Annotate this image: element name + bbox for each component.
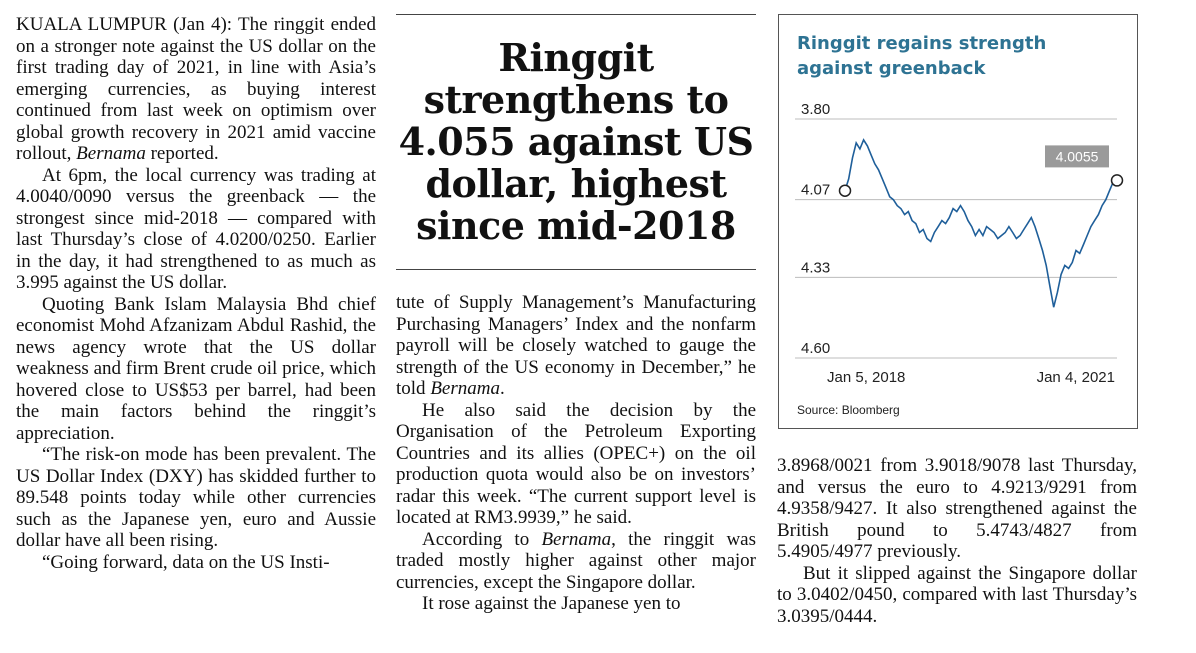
y-tick-label: 3.80 — [801, 101, 830, 118]
x-tick-label: Jan 5, 2018 — [827, 369, 905, 386]
end-point-marker — [1112, 175, 1123, 186]
y-tick-label: 4.33 — [801, 259, 830, 276]
article-column-left: KUALA LUMPUR (Jan 4): The ringgit ended … — [16, 14, 376, 573]
article-paragraph: Quoting Bank Islam Malaysia Bhd chief ec… — [16, 294, 376, 445]
headline-box: Ringgit strengthens to 4.055 against US … — [396, 14, 756, 270]
headline: Ringgit strengthens to 4.055 against US … — [396, 37, 756, 247]
article-paragraph: It rose against the Japanese yen to — [396, 593, 756, 615]
article-paragraph: He also said the decision by the Organis… — [396, 400, 756, 529]
article-paragraph: “Going forward, data on the US Insti- — [16, 552, 376, 574]
article-paragraph: “The risk-on mode has been prevalent. Th… — [16, 444, 376, 552]
line-chart: 3.80 4.07 4.33 4.60 Jan 5, 2018 Jan 4, 2021 4… — [779, 15, 1136, 427]
chart-source: Source: Bloomberg — [797, 403, 900, 417]
article-paragraph: 3.8968/0021 from 3.9018/9078 last Thursd… — [777, 455, 1137, 563]
article-column-right: 3.8968/0021 from 3.9018/9078 last Thursd… — [777, 455, 1137, 627]
x-tick-label: Jan 4, 2021 — [1037, 369, 1115, 386]
article-paragraph: According to Bernama, the ringgit was tr… — [396, 529, 756, 594]
start-point-marker — [840, 185, 851, 196]
article-paragraph: tute of Supply Management’s Manufacturin… — [396, 292, 756, 400]
y-tick-label: 4.07 — [801, 182, 830, 199]
article-paragraph: KUALA LUMPUR (Jan 4): The ringgit ended … — [16, 14, 376, 165]
article-paragraph: At 6pm, the local currency was trading a… — [16, 165, 376, 294]
y-tick-label: 4.60 — [801, 340, 830, 357]
article-paragraph: But it slipped against the Singapore dol… — [777, 563, 1137, 628]
callout-label: 4.0055 — [1056, 148, 1099, 164]
article-column-middle: tute of Supply Management’s Manufacturin… — [396, 292, 756, 615]
chart-box: Ringgit regains strength against greenba… — [778, 14, 1138, 429]
